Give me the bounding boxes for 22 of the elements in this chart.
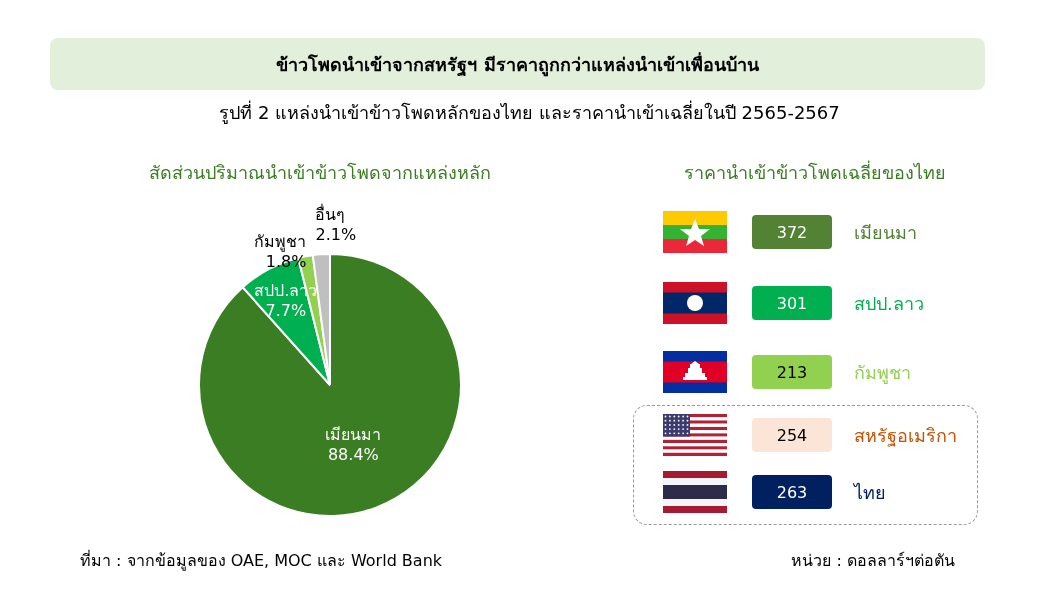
slice-label: เมียนมา xyxy=(325,425,382,445)
text: ที่มา : จากข้อมูลของ OAE, MOC และ World Bank xyxy=(80,549,443,573)
category-label: กัมพูชา xyxy=(854,360,911,386)
data-label: 254 xyxy=(752,418,832,452)
category-label: เมียนมา xyxy=(854,220,917,245)
text: ราคานำเข้าข้าวโพดเฉลี่ยของไทย xyxy=(683,159,947,185)
data-label: 301 xyxy=(752,286,832,320)
data-label: 7.7% xyxy=(265,300,307,320)
data-label: 263 xyxy=(752,475,832,509)
chart-title: สัดส่วนปริมาณนำเข้าข้าวโพดจากแหล่งหลัก xyxy=(148,161,492,185)
data-label: 372 xyxy=(752,215,832,249)
category-label: สหรัฐอเมริกา xyxy=(854,423,957,449)
text: รูปที่ 2 แหล่งนำเข้าข้าวโพดหลักของไทย และราคานำเข้าเฉลี่ยในปี 2565-2567 xyxy=(218,99,841,126)
category-label: สปป.ลาว xyxy=(854,291,924,316)
data-label: 88.4% xyxy=(327,445,379,465)
slice-label: กัมพูชา xyxy=(254,232,307,253)
slice-label: อื่นๆ xyxy=(315,202,346,224)
data-label: 213 xyxy=(752,355,832,389)
text: ข้าวโพดนำเข้าจากสหรัฐฯ มีราคาถูกกว่าแหล่งนำเข้าเพื่อนบ้าน xyxy=(50,38,985,90)
text: หน่วย : ดอลลาร์ฯต่อตัน xyxy=(791,550,955,572)
category-label: ไทย xyxy=(854,480,886,505)
data-label: 2.1% xyxy=(315,224,357,244)
